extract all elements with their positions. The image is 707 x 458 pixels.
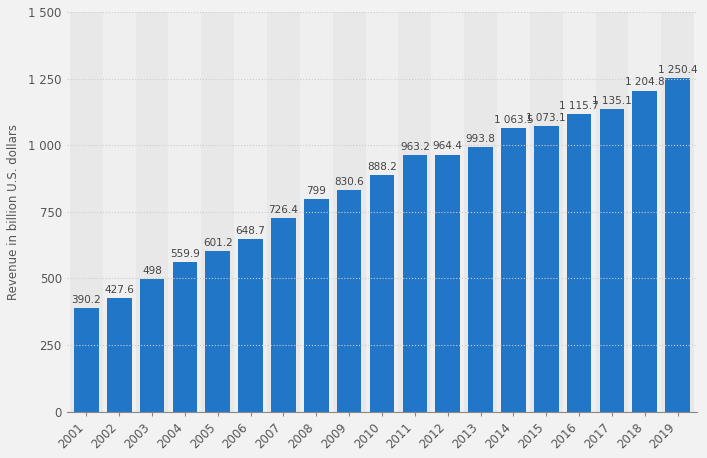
Text: 1 250.4: 1 250.4 bbox=[658, 65, 698, 75]
Text: 1 115.7: 1 115.7 bbox=[559, 101, 599, 111]
Bar bbox=[436, 155, 460, 412]
Bar bbox=[337, 191, 361, 412]
Bar bbox=[633, 91, 657, 412]
Bar bbox=[661, 12, 694, 412]
Bar bbox=[70, 12, 103, 412]
Bar bbox=[399, 12, 431, 412]
Bar bbox=[74, 308, 99, 412]
Bar bbox=[136, 12, 168, 412]
Text: 648.7: 648.7 bbox=[235, 226, 266, 235]
Bar bbox=[140, 279, 164, 412]
Text: 390.2: 390.2 bbox=[71, 294, 101, 305]
Bar bbox=[300, 12, 333, 412]
Bar bbox=[234, 12, 267, 412]
Bar bbox=[600, 109, 624, 412]
Bar bbox=[567, 114, 592, 412]
Bar bbox=[464, 12, 497, 412]
Bar bbox=[168, 12, 201, 412]
Text: 1 073.1: 1 073.1 bbox=[527, 113, 566, 123]
Bar bbox=[206, 251, 230, 412]
Bar bbox=[201, 12, 234, 412]
Bar bbox=[304, 199, 329, 412]
Bar bbox=[665, 78, 690, 412]
Text: 888.2: 888.2 bbox=[367, 162, 397, 172]
Text: 1 135.1: 1 135.1 bbox=[592, 96, 632, 106]
Bar bbox=[267, 12, 300, 412]
Bar bbox=[333, 12, 366, 412]
Text: 830.6: 830.6 bbox=[334, 177, 364, 187]
Bar bbox=[497, 12, 530, 412]
Y-axis label: Revenue in billion U.S. dollars: Revenue in billion U.S. dollars bbox=[7, 124, 20, 300]
Bar bbox=[366, 12, 399, 412]
Text: 601.2: 601.2 bbox=[203, 238, 233, 248]
Bar bbox=[402, 155, 427, 412]
Bar bbox=[530, 12, 563, 412]
Bar bbox=[271, 218, 296, 412]
Bar bbox=[629, 12, 661, 412]
Bar bbox=[563, 12, 595, 412]
Bar bbox=[103, 12, 136, 412]
Text: 498: 498 bbox=[142, 266, 162, 276]
Text: 799: 799 bbox=[306, 185, 326, 196]
Bar bbox=[595, 12, 629, 412]
Text: 726.4: 726.4 bbox=[269, 205, 298, 215]
Bar bbox=[468, 147, 493, 412]
Bar bbox=[238, 239, 263, 412]
Bar bbox=[173, 262, 197, 412]
Text: 993.8: 993.8 bbox=[466, 134, 496, 144]
Bar bbox=[431, 12, 464, 412]
Text: 559.9: 559.9 bbox=[170, 249, 200, 259]
Bar bbox=[370, 175, 395, 412]
Text: 964.4: 964.4 bbox=[433, 142, 462, 152]
Text: 1 063.5: 1 063.5 bbox=[493, 115, 533, 125]
Text: 427.6: 427.6 bbox=[104, 284, 134, 294]
Bar bbox=[501, 128, 526, 412]
Bar bbox=[534, 125, 559, 412]
Text: 1 204.8: 1 204.8 bbox=[625, 77, 665, 87]
Text: 963.2: 963.2 bbox=[400, 142, 430, 152]
Bar bbox=[107, 298, 132, 412]
